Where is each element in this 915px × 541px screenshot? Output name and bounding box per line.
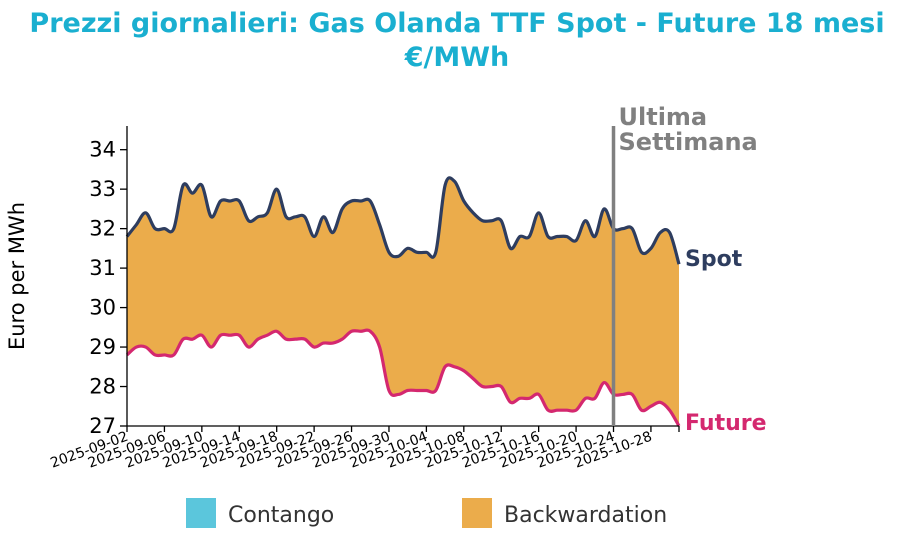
y-tick-label: 34 [89,138,116,162]
y-tick-label: 27 [89,414,116,438]
y-axis-label: Euro per MWh [5,202,29,350]
y-tick-label: 30 [89,296,116,320]
legend-label-contango: Contango [228,503,334,528]
y-tick-label: 32 [89,217,116,241]
plot-area: 27282930313233342025-09-022025-09-062025… [48,103,766,472]
series-label-spot: Spot [685,247,743,272]
legend-swatch-backwardation [462,498,492,528]
backwardation-area [127,177,679,426]
series-label-future: Future [685,411,767,436]
legend: Contango Backwardation [186,498,667,528]
marker-label-line1: Ultima [619,103,708,131]
y-tick-label: 31 [89,256,116,280]
legend-swatch-contango [186,498,216,528]
series-line-future [125,328,681,427]
chart-title-line1: Prezzi giornalieri: Gas Olanda TTF Spot … [29,8,884,39]
chart-title-line2: €/MWh [404,42,510,73]
series-line-spot [125,176,681,265]
legend-label-backwardation: Backwardation [504,503,667,528]
y-tick-label: 28 [89,375,116,399]
y-tick-label: 29 [89,335,116,359]
y-tick-label: 33 [89,177,116,201]
marker-label-line2: Settimana [619,128,758,156]
